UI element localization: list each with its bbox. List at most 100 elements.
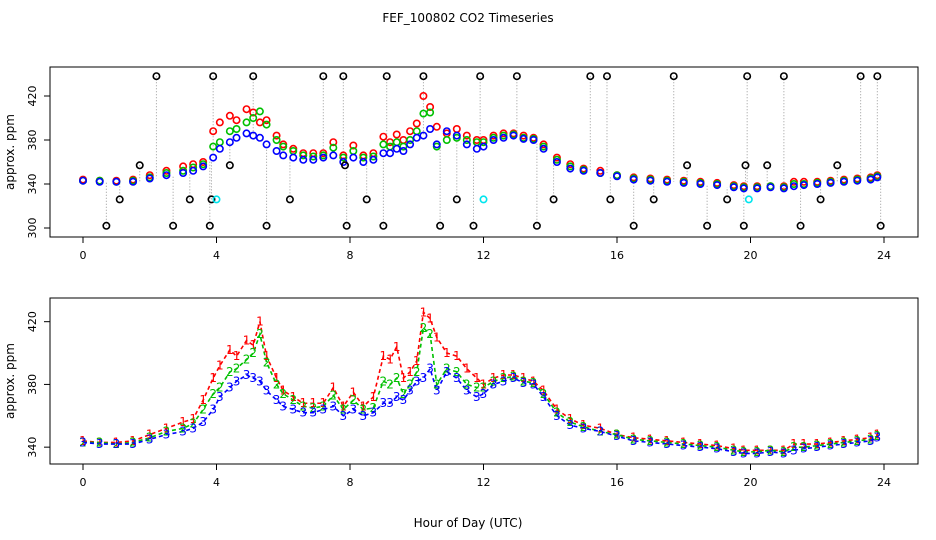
series-1-marker: 1 [713, 439, 721, 453]
series-3-point [799, 181, 808, 190]
x-tick-label: 8 [347, 476, 354, 489]
series-1-marker: 1 [113, 435, 121, 449]
outlier-point [683, 161, 692, 170]
series-2-marker: 2 [350, 393, 358, 407]
series-1-marker: 1 [510, 368, 518, 382]
series-3-marker: 3 [473, 390, 481, 404]
series-1-marker: 1 [697, 437, 705, 451]
series-1-point [379, 132, 388, 141]
series-1-point [225, 111, 234, 120]
series-2-marker: 2 [530, 376, 538, 390]
series-1-marker: 1 [827, 435, 835, 449]
series-3-point [79, 176, 88, 185]
x-tick-label: 16 [610, 249, 624, 262]
series-3-marker: 3 [129, 437, 137, 451]
series-1-marker: 1 [199, 393, 207, 407]
series-2-point [262, 120, 271, 129]
series-1-marker: 1 [350, 385, 358, 399]
series-3-marker: 3 [553, 409, 561, 423]
series-3-point [272, 147, 281, 156]
outlier-point [741, 161, 750, 170]
outlier-point [669, 72, 678, 81]
series-3-marker: 3 [490, 377, 498, 391]
series-2-marker: 2 [767, 443, 775, 457]
top-panel: 0 4 8 12 16 20 24 300 340 380 420 approx. ppm [3, 66, 919, 262]
series-1-point [419, 92, 428, 101]
series-3-point [579, 166, 588, 175]
series-3-point [406, 140, 415, 149]
series-2-point [242, 118, 251, 127]
series-2-marker: 2 [790, 440, 798, 454]
series-1-point [406, 127, 415, 136]
series-3-point [289, 153, 298, 162]
series-2-marker: 2 [400, 387, 408, 401]
series-3-marker: 3 [840, 437, 848, 451]
x-tick-label: 12 [477, 249, 491, 262]
outlier-point [743, 72, 752, 81]
series-2-marker: 2 [420, 321, 428, 335]
series-3-marker: 3 [179, 424, 187, 438]
series-1-marker: 1 [490, 371, 498, 385]
series-1-marker: 1 [433, 330, 441, 344]
series-3-marker: 3 [730, 445, 738, 459]
series-2-marker: 2 [386, 377, 394, 391]
series-2-marker: 2 [613, 428, 621, 442]
x-tick-label: 4 [213, 476, 220, 489]
series-1-marker: 1 [96, 435, 104, 449]
outlier-point [102, 221, 111, 230]
series-3-marker: 3 [713, 442, 721, 456]
series-3-point [696, 180, 705, 189]
series-1-point [452, 125, 461, 134]
series-3-marker: 3 [510, 371, 518, 385]
series-1-marker: 1 [874, 428, 882, 442]
series-2-marker: 2 [370, 401, 378, 415]
outlier-point [796, 221, 805, 230]
series-3-marker: 3 [233, 374, 241, 388]
series-1-point [242, 105, 251, 114]
series-2-marker: 2 [800, 440, 808, 454]
series-1-marker: 1 [273, 371, 281, 385]
series-3-marker: 3 [463, 384, 471, 398]
series-3-marker: 3 [309, 406, 317, 420]
series-3-point [386, 149, 395, 158]
series-3-marker: 3 [800, 442, 808, 456]
series-3-point [209, 153, 218, 162]
series-3-point [713, 181, 722, 190]
series-3-marker: 3 [426, 362, 434, 376]
series-3-point [489, 136, 498, 145]
series-3-point [349, 153, 358, 162]
series-3-point [552, 158, 561, 167]
series-3-point [255, 133, 264, 142]
series-3-point [412, 133, 421, 142]
series-3-point [279, 151, 288, 160]
series-2-point [462, 136, 471, 145]
series-2-marker: 2 [263, 355, 271, 369]
series-3-marker: 3 [249, 371, 257, 385]
series-2-point [392, 138, 401, 147]
x-tick-label: 4 [213, 249, 220, 262]
series-3-point [232, 133, 241, 142]
series-1-point [329, 138, 338, 147]
series-2-marker: 2 [540, 387, 548, 401]
series-2-marker: 2 [340, 403, 348, 417]
series-2-marker: 2 [867, 432, 875, 446]
outlier-point [342, 221, 351, 230]
outlier-point [207, 195, 216, 204]
series-1-marker: 1 [780, 443, 788, 457]
outlier-point [856, 72, 865, 81]
series-3-marker: 3 [256, 374, 264, 388]
series-1-marker: 1 [767, 443, 775, 457]
series-3-marker: 3 [329, 399, 337, 413]
series-3-point [813, 180, 822, 189]
series-3-marker: 3 [163, 428, 171, 442]
outlier-point [382, 72, 391, 81]
series-3-point [472, 144, 481, 153]
series-3-marker: 3 [263, 384, 271, 398]
outlier-point [469, 221, 478, 230]
series-3-marker: 3 [530, 377, 538, 391]
series-3-marker: 3 [289, 403, 297, 417]
series-3-marker: 3 [580, 421, 588, 435]
series-1-point [209, 127, 218, 136]
series-1-point [262, 116, 271, 125]
